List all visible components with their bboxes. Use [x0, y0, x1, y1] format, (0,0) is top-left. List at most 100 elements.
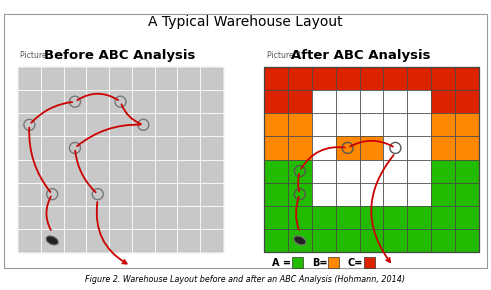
Bar	[336, 160, 359, 183]
Text: B=: B=	[312, 258, 327, 268]
Bar	[264, 90, 288, 113]
Bar	[264, 160, 288, 183]
Bar	[264, 183, 288, 206]
Bar	[364, 257, 375, 268]
Bar	[455, 206, 479, 229]
Bar	[383, 229, 408, 252]
Bar	[408, 206, 431, 229]
Bar	[431, 136, 455, 160]
Bar	[359, 90, 383, 113]
Bar	[336, 90, 359, 113]
Bar	[359, 67, 383, 90]
FancyArrowPatch shape	[77, 94, 118, 100]
Bar	[431, 183, 455, 206]
Bar	[288, 229, 312, 252]
Bar	[264, 113, 288, 136]
Bar	[383, 160, 408, 183]
FancyArrowPatch shape	[121, 104, 141, 124]
Text: Figure 2. Warehouse Layout before and after an ABC Analysis (Hohmann, 2014): Figure 2. Warehouse Layout before and af…	[85, 275, 405, 284]
FancyArrowPatch shape	[77, 125, 140, 146]
Bar	[288, 183, 312, 206]
FancyArrowPatch shape	[301, 147, 345, 169]
Bar	[292, 257, 303, 268]
Bar	[264, 206, 288, 229]
Bar	[383, 183, 408, 206]
Bar	[359, 113, 383, 136]
Bar	[359, 183, 383, 206]
Bar	[408, 67, 431, 90]
Bar	[288, 113, 312, 136]
Bar	[18, 67, 223, 252]
Bar	[359, 160, 383, 183]
Bar	[312, 206, 336, 229]
Bar	[288, 67, 312, 90]
Bar	[431, 67, 455, 90]
Bar	[408, 183, 431, 206]
FancyArrowPatch shape	[296, 197, 299, 230]
Bar	[431, 229, 455, 252]
Ellipse shape	[294, 236, 306, 245]
Text: C=: C=	[348, 258, 363, 268]
Bar	[328, 257, 339, 268]
FancyBboxPatch shape	[4, 14, 487, 268]
Bar	[312, 90, 336, 113]
Bar	[264, 229, 288, 252]
Bar	[455, 183, 479, 206]
Bar	[312, 67, 336, 90]
Bar	[408, 113, 431, 136]
Bar	[312, 229, 336, 252]
Text: After ABC Analysis: After ABC Analysis	[291, 48, 431, 61]
Bar	[336, 67, 359, 90]
FancyArrowPatch shape	[371, 155, 394, 262]
Bar	[408, 160, 431, 183]
Text: Picture 1.: Picture 1.	[20, 50, 56, 59]
FancyArrowPatch shape	[29, 128, 51, 192]
Text: A =: A =	[272, 258, 291, 268]
Bar	[408, 136, 431, 160]
Bar	[455, 229, 479, 252]
Bar	[383, 136, 408, 160]
Bar	[359, 136, 383, 160]
Text: Before ABC Analysis: Before ABC Analysis	[44, 48, 195, 61]
Bar	[312, 136, 336, 160]
Bar	[336, 113, 359, 136]
Bar	[288, 206, 312, 229]
Bar	[336, 183, 359, 206]
FancyArrowPatch shape	[97, 202, 127, 264]
FancyArrowPatch shape	[298, 174, 299, 191]
Bar	[383, 67, 408, 90]
Text: A Typical Warehouse Layout: A Typical Warehouse Layout	[148, 15, 342, 29]
Bar	[408, 90, 431, 113]
Bar	[336, 229, 359, 252]
Bar	[312, 113, 336, 136]
Bar	[336, 136, 359, 160]
Bar	[288, 90, 312, 113]
Bar	[359, 206, 383, 229]
Text: Picture 2.: Picture 2.	[267, 50, 303, 59]
Bar	[312, 183, 336, 206]
FancyArrowPatch shape	[75, 151, 96, 192]
Bar	[455, 113, 479, 136]
Bar	[336, 206, 359, 229]
FancyArrowPatch shape	[31, 102, 72, 123]
Bar	[455, 160, 479, 183]
Bar	[312, 160, 336, 183]
Bar	[455, 136, 479, 160]
FancyArrowPatch shape	[47, 197, 51, 230]
Bar	[431, 206, 455, 229]
Bar	[383, 90, 408, 113]
Bar	[288, 160, 312, 183]
Bar	[288, 136, 312, 160]
Bar	[455, 67, 479, 90]
Bar	[359, 229, 383, 252]
Ellipse shape	[46, 236, 58, 245]
Bar	[455, 90, 479, 113]
Bar	[431, 160, 455, 183]
Bar	[383, 206, 408, 229]
Bar	[431, 90, 455, 113]
Bar	[431, 113, 455, 136]
Bar	[408, 229, 431, 252]
Bar	[383, 113, 408, 136]
Bar	[264, 136, 288, 160]
FancyArrowPatch shape	[350, 141, 393, 146]
